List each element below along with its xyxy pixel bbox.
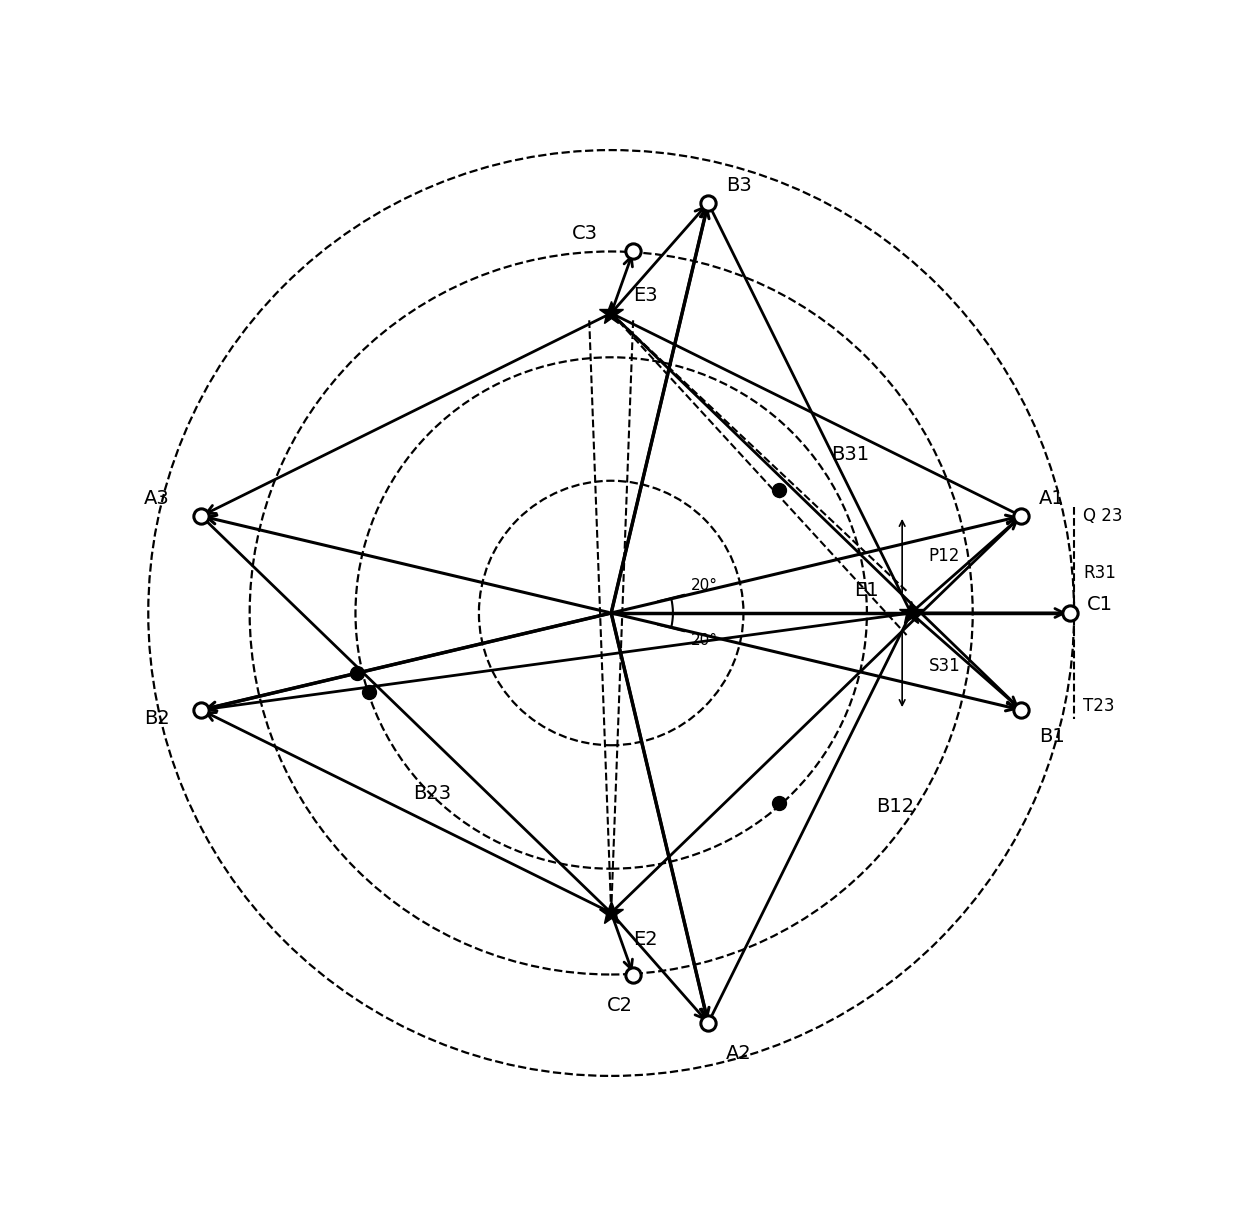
Text: 20°: 20° — [691, 633, 718, 647]
Text: B1: B1 — [1039, 727, 1065, 745]
Text: T23: T23 — [1083, 696, 1115, 715]
Text: R31: R31 — [1083, 564, 1116, 582]
Text: C3: C3 — [572, 224, 598, 243]
Text: E3: E3 — [634, 286, 658, 305]
Text: A1: A1 — [1039, 489, 1065, 508]
Text: 20°: 20° — [691, 579, 718, 593]
Text: A2: A2 — [725, 1045, 751, 1063]
Text: B3: B3 — [725, 175, 751, 195]
Text: B31: B31 — [832, 445, 869, 463]
Text: C2: C2 — [606, 996, 632, 1015]
Text: P12: P12 — [929, 547, 960, 565]
Text: Q 23: Q 23 — [1083, 508, 1122, 525]
Text: A3: A3 — [144, 489, 170, 508]
Text: E1: E1 — [853, 581, 878, 601]
Text: B2: B2 — [144, 710, 170, 728]
Text: C1: C1 — [1087, 595, 1114, 614]
Text: B23: B23 — [413, 785, 451, 803]
Text: E2: E2 — [634, 929, 658, 949]
Text: S31: S31 — [929, 657, 960, 674]
Text: B12: B12 — [875, 797, 914, 817]
